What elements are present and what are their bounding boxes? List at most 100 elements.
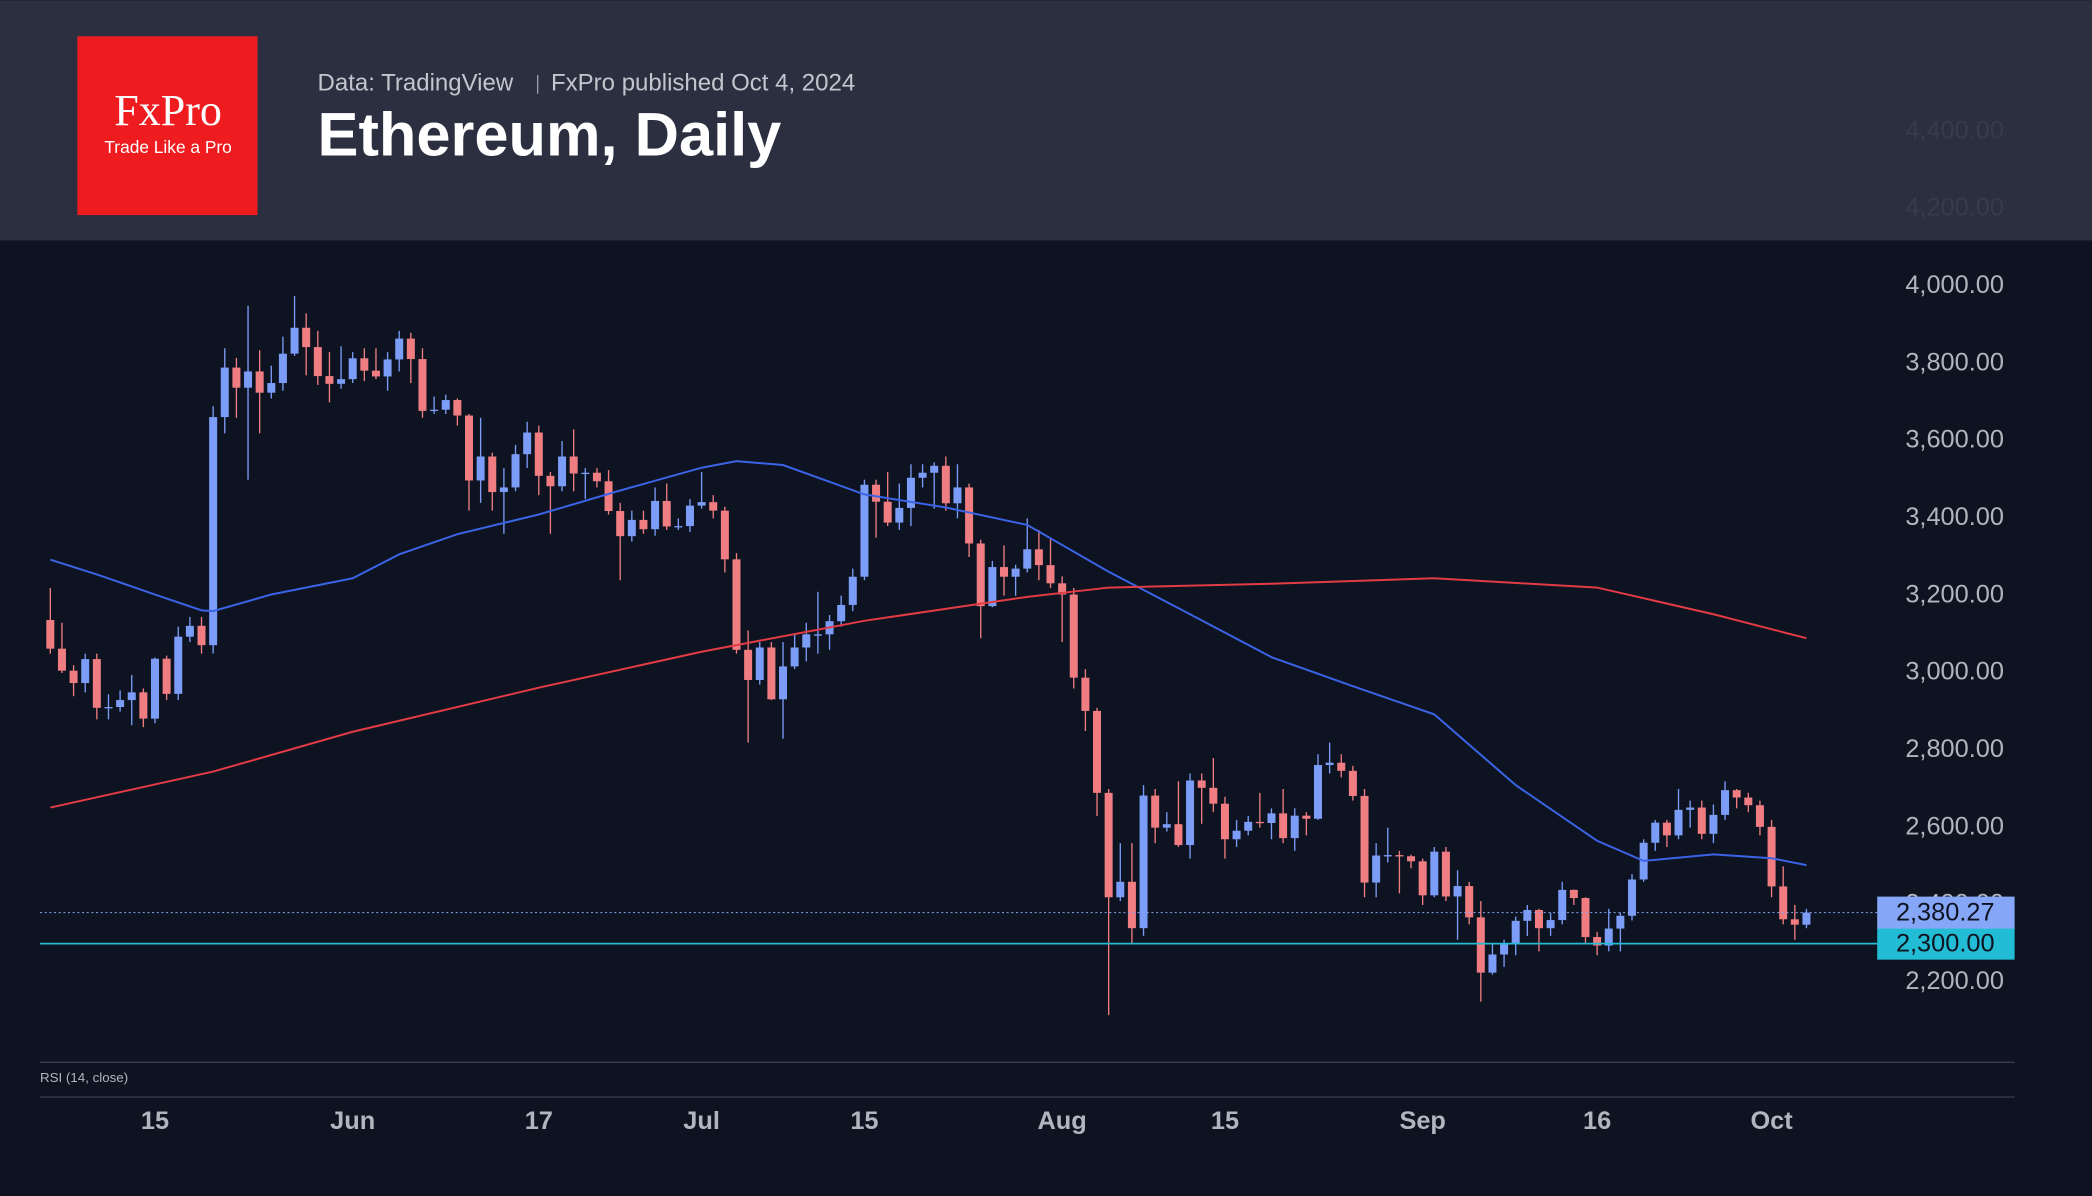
candle-body — [1511, 920, 1520, 945]
candle-body — [1302, 815, 1311, 819]
candle-body — [232, 367, 241, 388]
candle-body — [627, 519, 636, 537]
logo — [77, 36, 258, 216]
candle-body — [720, 510, 729, 560]
x-tick-label: 15 — [141, 1107, 169, 1135]
y-tick-label: 3,800.00 — [1905, 348, 2004, 376]
candle-body — [534, 432, 543, 476]
candle-body — [1721, 790, 1730, 815]
candle-body — [1081, 677, 1090, 711]
candle-body — [371, 370, 380, 377]
candle-body — [1534, 910, 1543, 929]
moving-average — [50, 460, 1807, 867]
candle-body — [1569, 889, 1578, 899]
candle-body — [1174, 824, 1183, 846]
candle-body — [418, 359, 427, 411]
candle-body — [1337, 762, 1346, 771]
candle-body — [1127, 881, 1136, 929]
candle-body — [1058, 583, 1067, 595]
candle-body — [197, 625, 206, 646]
candle-body — [1267, 813, 1276, 824]
candle-body — [755, 647, 764, 680]
candle-body — [1651, 822, 1660, 843]
candle-body — [476, 456, 485, 481]
candle-body — [604, 481, 613, 512]
candle-body — [999, 567, 1008, 577]
candle-body — [360, 358, 369, 371]
candle-body — [848, 576, 857, 605]
candle-body — [1313, 765, 1322, 819]
candle-body — [976, 543, 985, 607]
candle-body — [883, 501, 892, 523]
candle-body — [1418, 861, 1427, 896]
candle-body — [488, 456, 497, 493]
candle-body — [523, 432, 532, 455]
candle-body — [1407, 856, 1416, 862]
y-tick-label: 2,600.00 — [1905, 812, 2004, 840]
candle-body — [1162, 824, 1171, 828]
candle-body — [46, 620, 55, 649]
candle-body — [779, 666, 788, 700]
candle-body — [325, 376, 334, 384]
candle-body — [1616, 915, 1625, 929]
price-labels: 2,300.00 2,380.27 — [1877, 896, 2015, 960]
candle-body — [139, 692, 148, 719]
candle-body — [1093, 710, 1102, 793]
candle-body — [1686, 807, 1695, 810]
candle-body — [383, 359, 392, 377]
candle-body — [918, 472, 927, 478]
candle-body — [1360, 795, 1369, 883]
candle-body — [1662, 822, 1671, 836]
candle-body — [930, 465, 939, 473]
candle-body — [744, 649, 753, 680]
y-tick-label: 4,000.00 — [1905, 271, 2004, 299]
candle-body — [1116, 881, 1125, 898]
candle-body — [1476, 917, 1485, 973]
candle-body — [127, 692, 136, 701]
candle-body — [1220, 803, 1229, 840]
candle-body — [837, 604, 846, 622]
candle-body — [104, 707, 113, 709]
candle-body — [1383, 855, 1392, 857]
candle-body — [860, 484, 869, 577]
candle-body — [767, 647, 776, 700]
candle-body — [1186, 780, 1195, 846]
plot-area — [40, 296, 1878, 1016]
candle-body — [1023, 549, 1032, 569]
candle-body — [1546, 920, 1555, 929]
candle-body — [395, 338, 404, 360]
candle-body — [592, 472, 601, 482]
y-tick-label: 2,200.00 — [1905, 967, 2004, 995]
candle-body — [941, 465, 950, 504]
candle-body — [174, 636, 183, 694]
source: Data: TradingView — [318, 70, 514, 97]
candle-body — [1441, 851, 1450, 897]
candle-body — [1139, 795, 1148, 929]
candle-body — [220, 367, 229, 418]
y-tick-label: 3,000.00 — [1905, 658, 2004, 686]
candle-body — [558, 456, 567, 487]
candle-body — [1069, 594, 1078, 678]
candle-body — [185, 625, 194, 637]
candle-body — [1209, 787, 1218, 804]
candle-body — [1325, 762, 1334, 766]
candle-body — [581, 472, 590, 475]
candle-body — [278, 353, 287, 384]
candle-body — [1709, 814, 1718, 834]
y-tick-label: 3,400.00 — [1905, 503, 2004, 531]
candle-body — [255, 371, 264, 393]
candle-body — [302, 327, 311, 348]
candle-body — [1767, 826, 1776, 887]
candle-body — [546, 475, 555, 487]
candle-body — [1372, 855, 1381, 883]
candle-body — [1465, 886, 1474, 918]
candle-body — [1790, 919, 1799, 925]
candle-body — [1046, 565, 1055, 584]
candle-body — [1697, 807, 1706, 834]
candle-body — [569, 456, 578, 474]
candle-body — [1011, 568, 1020, 577]
chart-title: Ethereum, Daily — [318, 100, 782, 169]
candle-body — [1488, 954, 1497, 973]
candle-body — [1255, 821, 1264, 824]
y-tick-label: 3,200.00 — [1905, 580, 2004, 608]
